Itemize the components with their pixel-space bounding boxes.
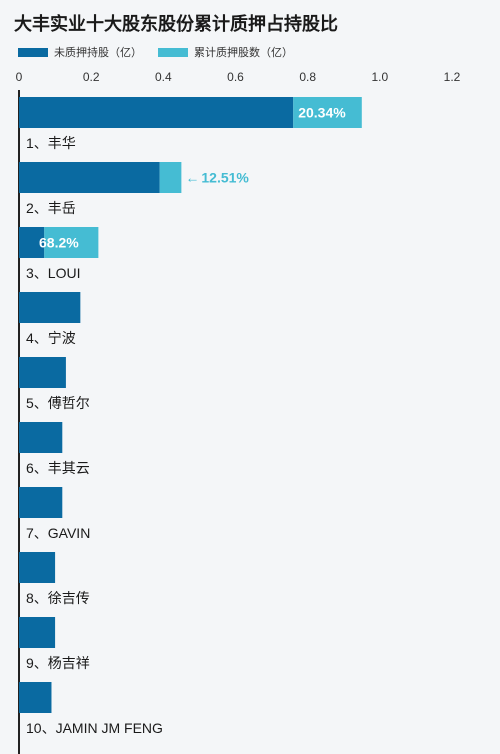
bar-unpledged bbox=[19, 292, 81, 323]
legend-label-unpledged: 未质押持股（亿） bbox=[54, 46, 142, 59]
x-tick-label: 1.0 bbox=[371, 70, 388, 84]
data-label: 68.2% bbox=[39, 235, 79, 251]
data-label: 12.51% bbox=[201, 170, 249, 186]
bar-unpledged bbox=[19, 422, 63, 453]
bar-unpledged bbox=[19, 227, 45, 258]
category-label: 2、丰岳 bbox=[26, 200, 76, 216]
legend-swatch-pledged bbox=[158, 47, 188, 57]
data-label: 20.34% bbox=[298, 105, 346, 121]
category-label: 7、GAVIN bbox=[26, 525, 90, 541]
bar-unpledged bbox=[19, 162, 160, 193]
bar-unpledged bbox=[19, 487, 63, 518]
x-tick-label: 1.2 bbox=[444, 70, 461, 84]
legend-label-pledged: 累计质押股数（亿） bbox=[194, 46, 293, 59]
x-tick-label: 0.4 bbox=[155, 70, 172, 84]
category-label: 9、杨吉祥 bbox=[26, 655, 90, 671]
chart-title: 大丰实业十大股东股份累计质押占持股比 bbox=[14, 14, 338, 35]
legend-item-pledged: 累计质押股数（亿） bbox=[158, 44, 293, 60]
legend: 未质押持股（亿） 累计质押股数（亿） bbox=[18, 44, 293, 60]
category-label: 8、徐吉传 bbox=[26, 590, 90, 606]
category-label: 6、丰其云 bbox=[26, 460, 90, 476]
bar-unpledged bbox=[19, 617, 56, 648]
legend-item-unpledged: 未质押持股（亿） bbox=[18, 44, 142, 60]
x-tick-label: 0 bbox=[16, 70, 23, 84]
x-tick-label: 0.6 bbox=[227, 70, 244, 84]
data-label-arrow: ← bbox=[185, 170, 199, 186]
bar-unpledged bbox=[19, 682, 52, 713]
x-tick-label: 0.2 bbox=[83, 70, 100, 84]
category-label: 1、丰华 bbox=[26, 135, 76, 151]
x-tick-label: 0.8 bbox=[299, 70, 316, 84]
bar-pledged bbox=[159, 162, 182, 193]
bar-unpledged bbox=[19, 357, 66, 388]
bar-unpledged bbox=[19, 97, 294, 128]
bar-pledged bbox=[44, 227, 99, 258]
category-label: 4、宁波 bbox=[26, 330, 76, 346]
category-label: 10、JAMIN JM FENG bbox=[26, 720, 163, 736]
bar-unpledged bbox=[19, 552, 56, 583]
category-label: 5、傅哲尔 bbox=[26, 395, 90, 411]
legend-swatch-unpledged bbox=[18, 47, 48, 57]
bar-pledged bbox=[293, 97, 362, 128]
category-label: 3、LOUI bbox=[26, 265, 80, 281]
